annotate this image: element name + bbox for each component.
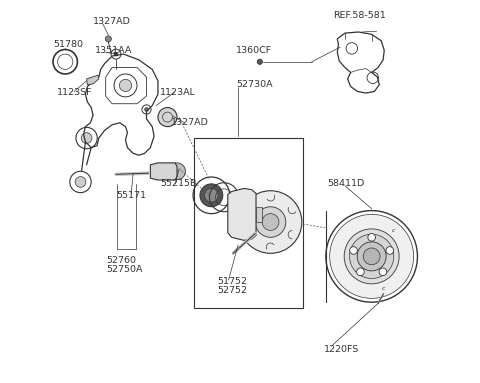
Circle shape [350, 247, 357, 254]
Circle shape [330, 214, 414, 298]
Text: c: c [382, 286, 385, 291]
Text: 1220FS: 1220FS [324, 345, 359, 354]
Text: 52750A: 52750A [107, 265, 143, 274]
Text: 1123SF: 1123SF [57, 88, 92, 97]
Text: 51752: 51752 [217, 277, 247, 286]
Circle shape [379, 268, 387, 276]
Circle shape [200, 184, 223, 207]
Text: 1327AD: 1327AD [93, 17, 131, 26]
Text: 1123AL: 1123AL [160, 88, 196, 97]
Text: REF.58-581: REF.58-581 [334, 11, 386, 20]
Polygon shape [150, 163, 177, 180]
Circle shape [386, 247, 394, 254]
Text: 1327AD: 1327AD [171, 118, 209, 127]
Circle shape [357, 268, 364, 276]
Circle shape [75, 177, 86, 187]
Text: 52752: 52752 [217, 286, 247, 295]
Polygon shape [256, 207, 262, 222]
Circle shape [239, 191, 302, 253]
Circle shape [105, 36, 111, 42]
Circle shape [81, 133, 92, 143]
Circle shape [262, 214, 279, 231]
Circle shape [120, 79, 132, 92]
Text: 58411D: 58411D [328, 179, 365, 188]
Text: 1351AA: 1351AA [95, 46, 132, 55]
Text: 55171: 55171 [116, 191, 146, 200]
Circle shape [158, 108, 177, 127]
Circle shape [357, 242, 386, 271]
Circle shape [344, 229, 399, 284]
Circle shape [228, 201, 255, 228]
Text: c: c [392, 228, 396, 232]
Circle shape [114, 52, 118, 56]
Bar [194, 138, 303, 308]
Circle shape [349, 234, 394, 278]
Text: 1360CF: 1360CF [236, 46, 272, 55]
Text: 55215B: 55215B [160, 179, 196, 188]
Circle shape [363, 248, 380, 265]
Circle shape [255, 207, 286, 237]
Circle shape [204, 188, 218, 202]
Circle shape [168, 163, 185, 180]
Text: 52760: 52760 [107, 256, 136, 265]
Text: 51780: 51780 [53, 40, 83, 49]
Text: 52730A: 52730A [236, 80, 273, 89]
Circle shape [368, 234, 375, 241]
Circle shape [234, 207, 250, 222]
Circle shape [144, 108, 148, 111]
Polygon shape [228, 188, 256, 241]
Polygon shape [86, 75, 99, 85]
Circle shape [257, 59, 263, 64]
